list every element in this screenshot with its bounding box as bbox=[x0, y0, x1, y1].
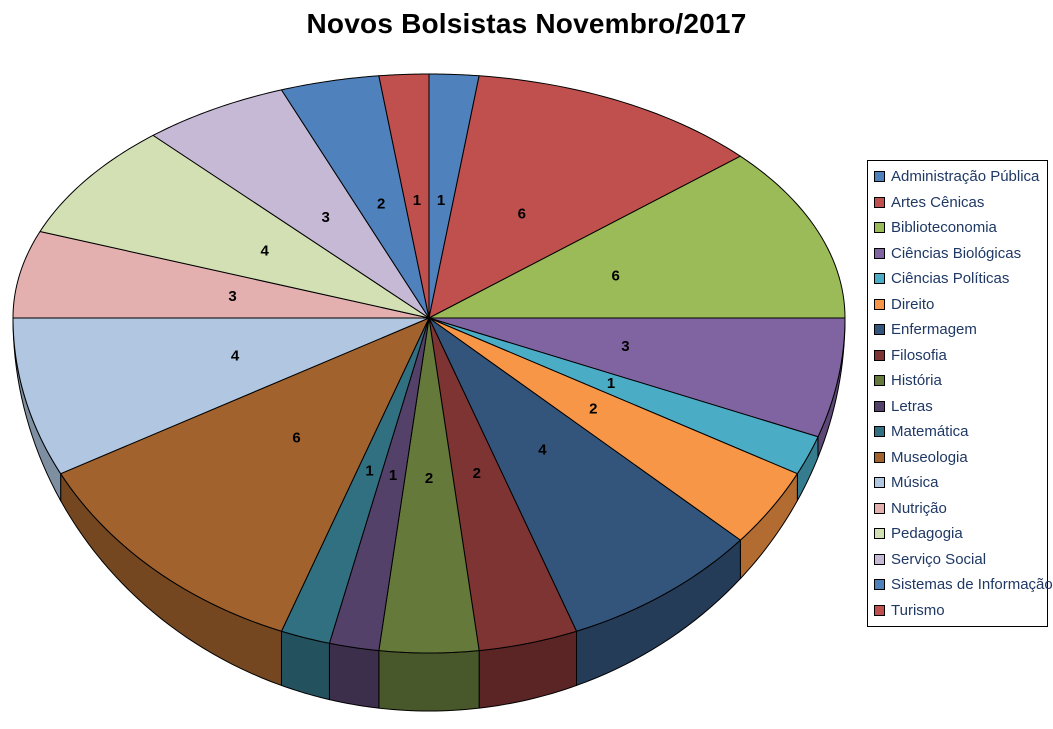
svg-text:2: 2 bbox=[425, 470, 433, 487]
svg-text:2: 2 bbox=[377, 195, 385, 212]
svg-text:4: 4 bbox=[538, 441, 547, 458]
svg-text:1: 1 bbox=[389, 467, 397, 484]
svg-text:6: 6 bbox=[518, 205, 526, 222]
svg-text:1: 1 bbox=[413, 192, 421, 209]
svg-text:3: 3 bbox=[322, 209, 330, 226]
svg-text:6: 6 bbox=[612, 267, 620, 284]
svg-text:2: 2 bbox=[589, 400, 597, 417]
svg-text:4: 4 bbox=[261, 242, 270, 259]
svg-text:2: 2 bbox=[473, 465, 481, 482]
svg-text:3: 3 bbox=[228, 288, 236, 305]
svg-text:3: 3 bbox=[621, 338, 629, 355]
svg-text:1: 1 bbox=[365, 462, 373, 479]
svg-text:1: 1 bbox=[437, 192, 445, 209]
svg-text:1: 1 bbox=[607, 375, 615, 392]
svg-text:6: 6 bbox=[292, 429, 300, 446]
svg-text:4: 4 bbox=[231, 347, 240, 364]
